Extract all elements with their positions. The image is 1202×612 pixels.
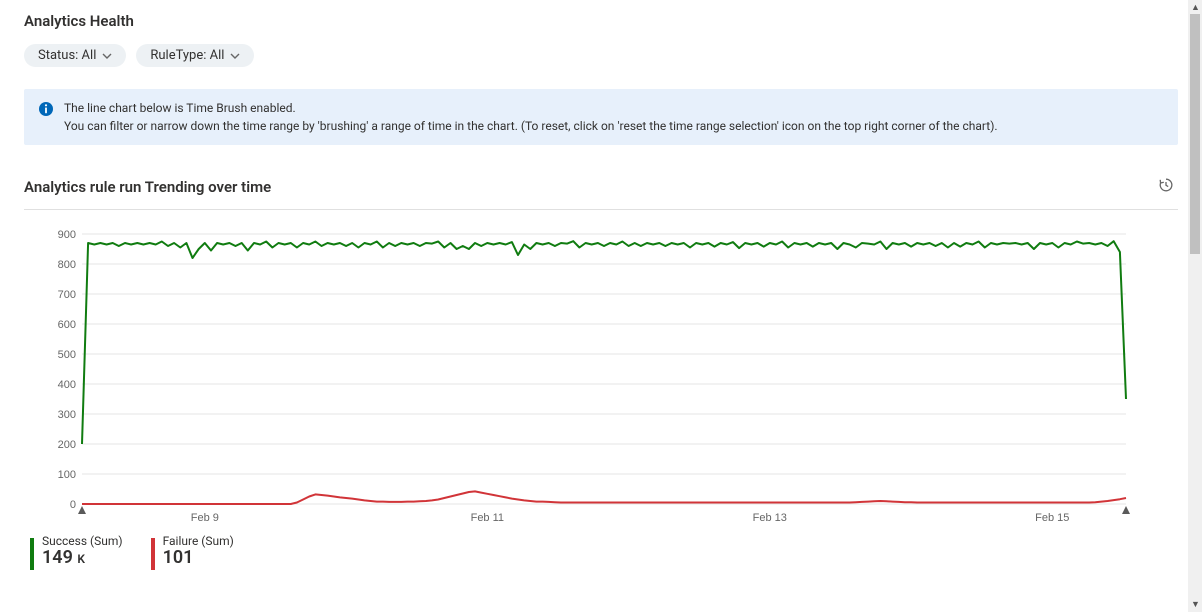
legend-failure-label: Failure (Sum) bbox=[163, 534, 234, 548]
chart-title: Analytics rule run Trending over time bbox=[24, 178, 271, 196]
svg-text:Feb 13: Feb 13 bbox=[753, 512, 787, 524]
svg-text:Feb 9: Feb 9 bbox=[191, 512, 219, 524]
info-banner: The line chart below is Time Brush enabl… bbox=[24, 89, 1178, 145]
svg-text:700: 700 bbox=[58, 289, 76, 301]
status-filter-label: Status: All bbox=[38, 48, 96, 63]
svg-text:Feb 11: Feb 11 bbox=[471, 512, 504, 524]
svg-text:500: 500 bbox=[58, 349, 76, 361]
svg-text:800: 800 bbox=[58, 259, 76, 271]
scroll-up-icon[interactable]: ▲ bbox=[1191, 2, 1200, 13]
chart-legend: Success (Sum) 149 K Failure (Sum) 101 bbox=[24, 534, 1178, 570]
svg-text:0: 0 bbox=[70, 499, 76, 511]
svg-text:200: 200 bbox=[58, 439, 76, 451]
svg-text:300: 300 bbox=[58, 409, 76, 421]
legend-success[interactable]: Success (Sum) 149 K bbox=[30, 534, 123, 570]
vertical-scrollbar[interactable]: ▲ ▼ bbox=[1188, 0, 1202, 612]
reset-time-range-icon[interactable] bbox=[1154, 173, 1178, 201]
svg-text:600: 600 bbox=[58, 319, 76, 331]
chevron-down-icon bbox=[102, 51, 112, 61]
chevron-down-icon bbox=[230, 51, 240, 61]
svg-text:400: 400 bbox=[58, 379, 76, 391]
legend-color-failure bbox=[151, 538, 155, 570]
legend-failure[interactable]: Failure (Sum) 101 bbox=[151, 534, 234, 570]
page-title: Analytics Health bbox=[24, 12, 1178, 30]
ruletype-filter-label: RuleType: All bbox=[150, 48, 224, 63]
legend-failure-value: 101 bbox=[163, 548, 234, 568]
svg-text:900: 900 bbox=[58, 229, 76, 241]
scrollbar-thumb[interactable] bbox=[1190, 14, 1200, 254]
legend-success-value: 149 K bbox=[42, 548, 123, 568]
info-icon bbox=[38, 101, 54, 122]
scroll-down-icon[interactable]: ▼ bbox=[1191, 599, 1200, 610]
svg-text:Feb 15: Feb 15 bbox=[1035, 512, 1069, 524]
legend-success-label: Success (Sum) bbox=[42, 534, 123, 548]
legend-color-success bbox=[30, 538, 34, 570]
info-banner-text: The line chart below is Time Brush enabl… bbox=[64, 99, 998, 135]
divider bbox=[24, 209, 1178, 210]
analytics-trend-chart[interactable]: 0 100 200 300 400 500 600 700 800 900 Feb 9 Feb 11 F… bbox=[24, 228, 1178, 528]
svg-text:100: 100 bbox=[58, 469, 76, 481]
status-filter-pill[interactable]: Status: All bbox=[24, 44, 126, 67]
filter-row: Status: All RuleType: All bbox=[24, 44, 1178, 67]
ruletype-filter-pill[interactable]: RuleType: All bbox=[136, 44, 254, 67]
